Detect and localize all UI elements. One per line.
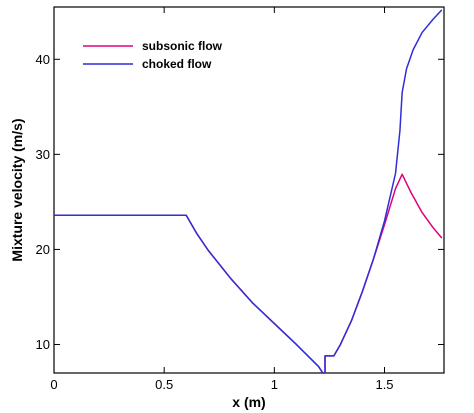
x-tick-label: 0.5 [155,377,173,392]
y-tick-label: 40 [36,52,50,67]
ticks-layer: 0 0.5 1 1.5 10 20 30 40 [36,7,444,392]
x-tick-label: 1 [271,377,278,392]
series-layer [54,9,443,374]
legend-label: subsonic flow [142,39,223,53]
x-tick-label: 0 [50,377,57,392]
series-line-subsonic-flow [54,173,443,374]
x-axis-title: x (m) [232,394,265,410]
y-axis-title: Mixture velocity (m/s) [9,118,25,261]
y-tick-label: 10 [36,337,50,352]
y-tick-label: 20 [36,242,50,257]
legend-label: choked flow [142,57,212,71]
legend: subsonic flow choked flow [83,39,223,71]
series-line-choked-flow [54,9,443,374]
plot-frame [53,6,445,374]
x-tick-label: 1.5 [375,377,393,392]
y-tick-label: 30 [36,147,50,162]
